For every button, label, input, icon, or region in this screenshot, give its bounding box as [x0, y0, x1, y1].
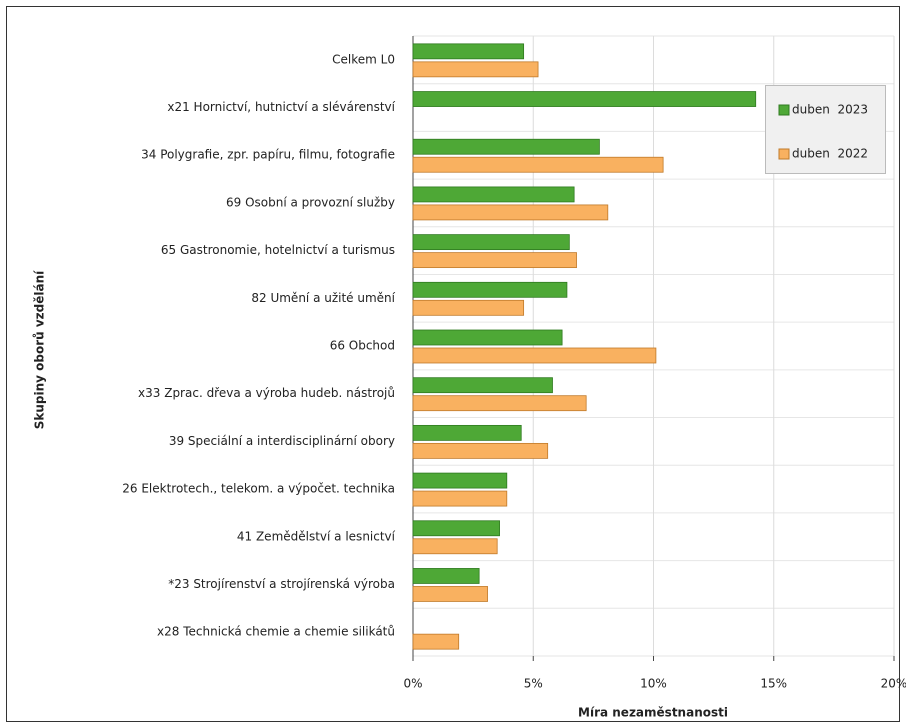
bar — [412, 568, 480, 584]
y-tick-label: x21 Hornictví, hutnictví a slévárenství — [167, 100, 395, 114]
y-tick-label: x33 Zprac. dřeva a výroba hudeb. nástroj… — [138, 386, 395, 400]
bar — [412, 43, 525, 60]
y-tick-label: *23 Strojírenství a strojírenská výroba — [168, 577, 395, 591]
bar — [412, 61, 539, 78]
bar — [412, 329, 563, 346]
bar — [412, 442, 549, 459]
x-axis-title: Míra nezaměstnanosti — [578, 706, 728, 720]
bar — [412, 395, 587, 412]
legend-swatch — [778, 148, 790, 160]
bar — [412, 234, 570, 251]
y-tick-label: 69 Osobní a provozní služby — [226, 195, 395, 209]
y-tick-label: 65 Gastronomie, hotelnictví a turismus — [161, 243, 395, 257]
bar — [412, 186, 575, 203]
bar — [412, 252, 577, 269]
y-tick-label: 26 Elektrotech., telekom. a výpočet. tec… — [122, 482, 395, 496]
bar — [412, 299, 525, 316]
bar — [412, 538, 498, 555]
legend-label: duben 2022 — [792, 147, 868, 161]
x-tick-label: 20% — [881, 677, 906, 691]
x-tick-label: 5% — [524, 677, 543, 691]
bar — [412, 633, 460, 650]
y-tick-label: 66 Obchod — [330, 339, 395, 353]
y-tick-label: 39 Speciální a interdisciplinární obory — [169, 434, 395, 448]
bar — [412, 490, 508, 507]
bar — [412, 91, 757, 107]
bar — [412, 520, 500, 537]
y-tick-label: 41 Zemědělství a lesnictví — [237, 529, 396, 543]
bar — [412, 204, 609, 221]
y-tick-label: Celkem L0 — [332, 52, 395, 66]
frame — [6, 6, 900, 722]
y-axis-title: Skupiny oborů vzdělání — [33, 270, 47, 429]
y-tick-label: 34 Polygrafie, zpr. papíru, filmu, fotog… — [141, 148, 395, 162]
y-tick-label: x28 Technická chemie a chemie silikátů — [157, 625, 395, 639]
bar — [412, 347, 657, 364]
bar — [412, 156, 664, 173]
x-tick-label: 10% — [640, 677, 667, 691]
bar — [412, 138, 600, 155]
bar — [412, 377, 553, 394]
x-tick-label: 15% — [760, 677, 787, 691]
legend-swatch — [778, 104, 790, 116]
bar — [412, 424, 522, 441]
legend: duben 2023 duben 2022 — [765, 85, 886, 174]
bar — [412, 472, 508, 489]
y-tick-label: 82 Umění a užité umění — [251, 291, 395, 305]
x-tick-label: 0% — [403, 677, 422, 691]
legend-label: duben 2023 — [792, 103, 868, 117]
bar — [412, 586, 488, 602]
bar — [412, 281, 568, 298]
